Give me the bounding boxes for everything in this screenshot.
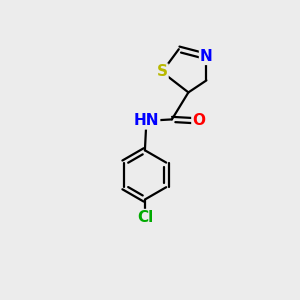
Text: HN: HN	[134, 113, 159, 128]
Text: N: N	[200, 49, 213, 64]
Text: Cl: Cl	[137, 210, 153, 225]
Text: S: S	[157, 64, 167, 80]
Text: O: O	[192, 113, 206, 128]
